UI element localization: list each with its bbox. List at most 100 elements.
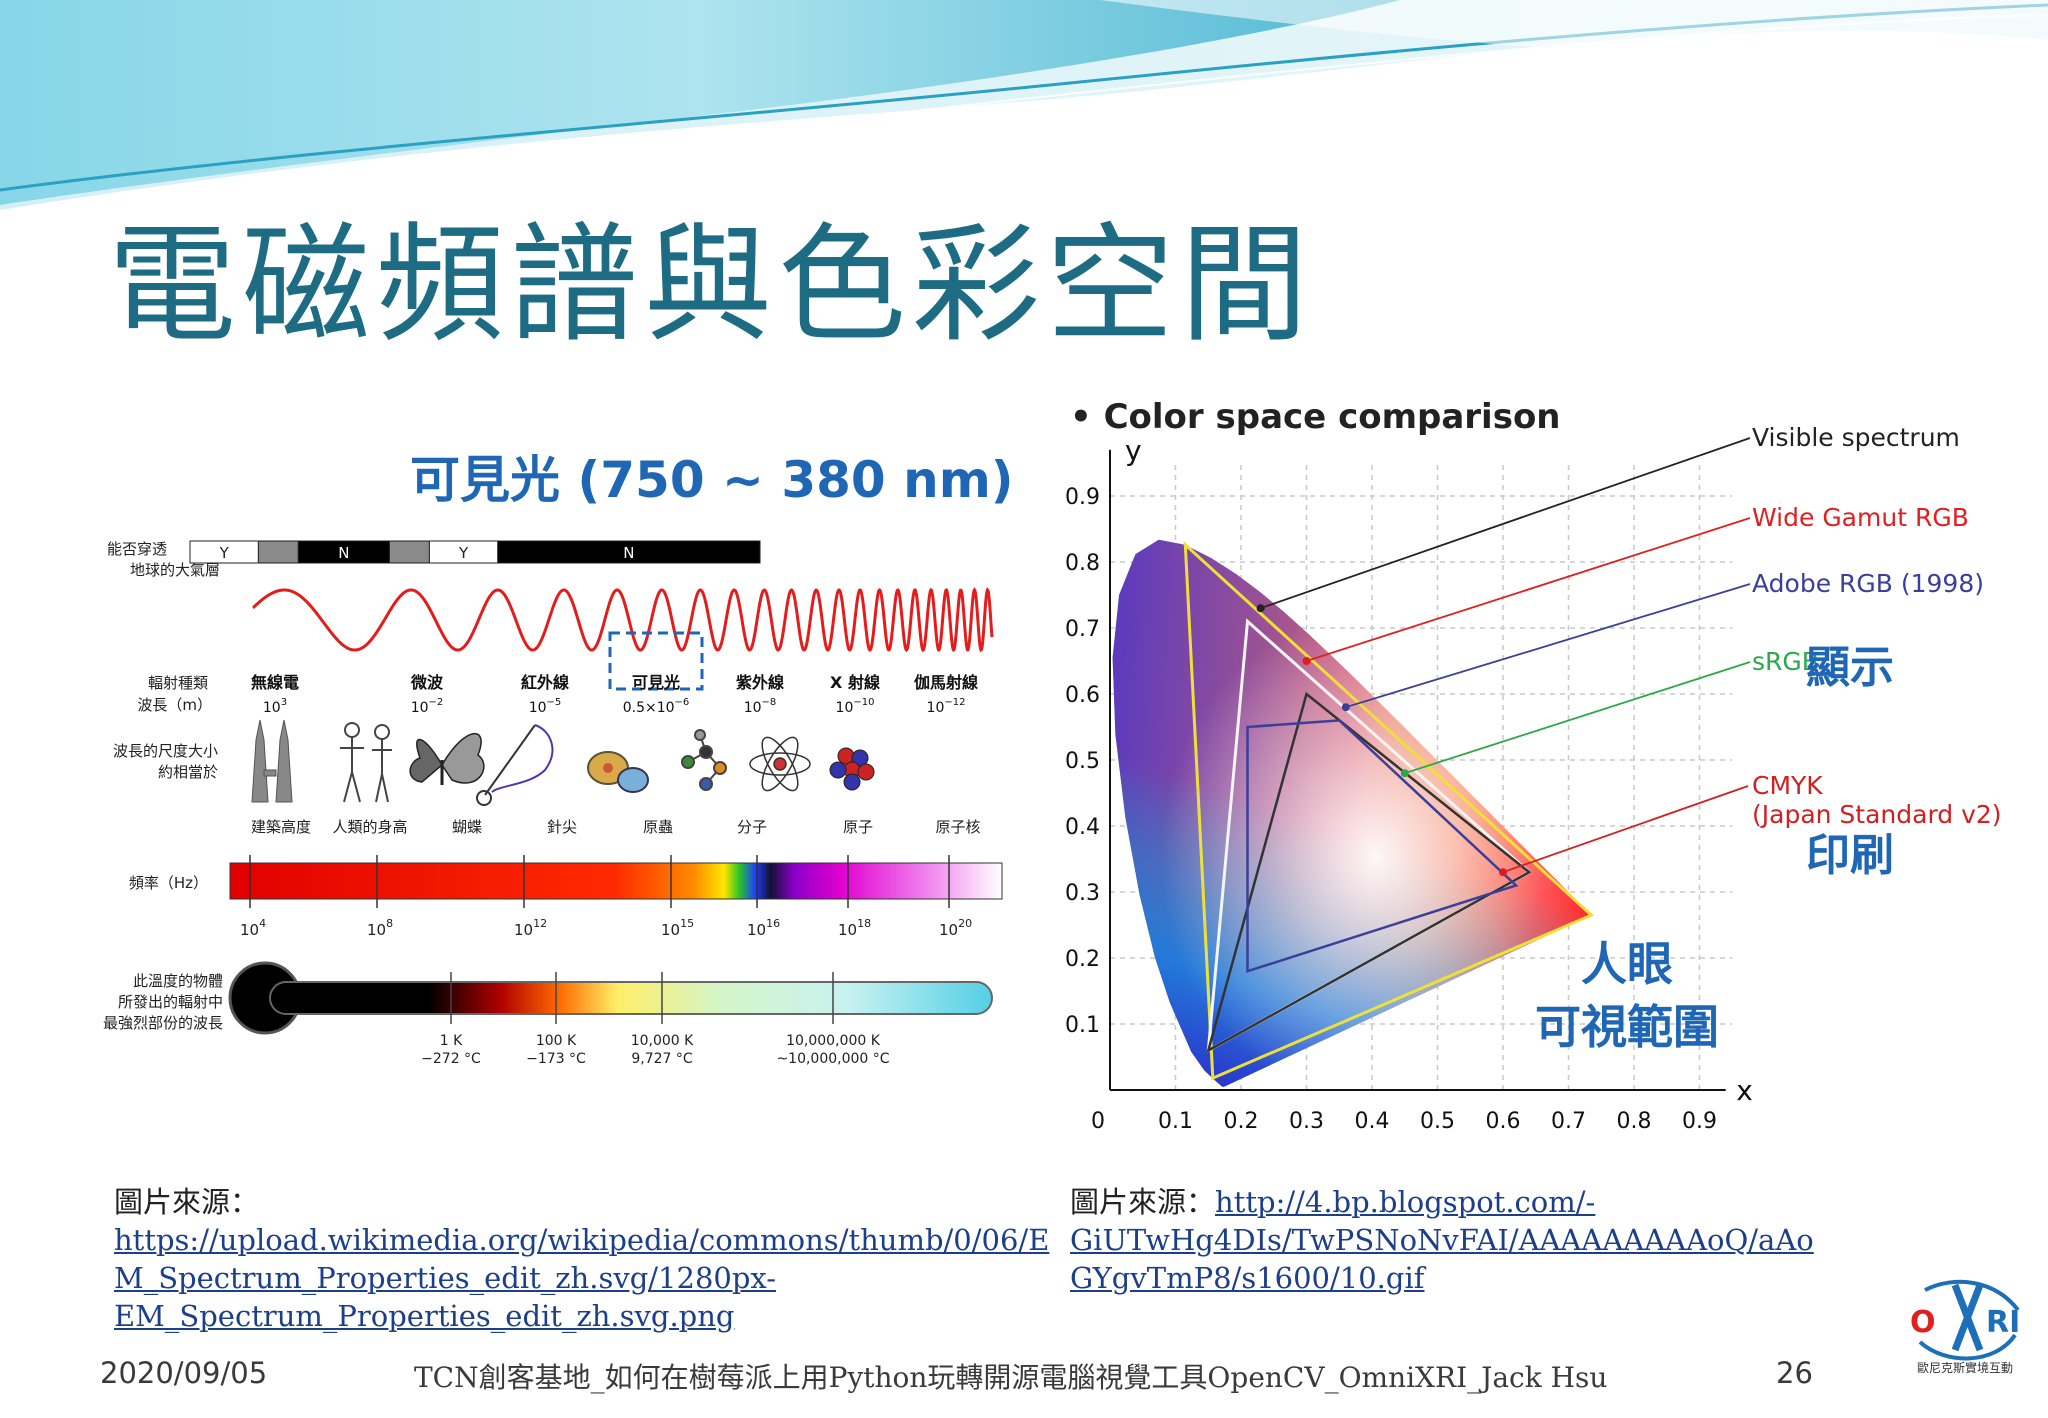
radiation-type-name: 微波	[410, 673, 444, 692]
x-tick-label: 0.3	[1289, 1109, 1324, 1134]
building-icon	[251, 719, 293, 803]
logo-main-text: O	[1910, 1305, 1936, 1340]
y-tick-label: 0.3	[1065, 881, 1100, 906]
human-figures-icon	[340, 722, 392, 803]
temp-label-line1: 此溫度的物體	[133, 972, 223, 990]
left-image-source: 圖片來源： https://upload.wikimedia.org/wikip…	[114, 1183, 1049, 1335]
radiation-wavelength: 0.5×10−6	[623, 697, 690, 716]
legend-callout-dot	[1400, 769, 1409, 778]
header-wave-decoration	[0, 0, 2048, 216]
legend-entry: Adobe RGB (1998)	[1752, 569, 1984, 598]
chart-axes: y x 0.9 0.8 0.7 0.6 0.5 0.4 0.3 0.2 0.1 0 0.1 0.2 0.3 0…	[1065, 434, 1753, 1134]
protozoa-icon	[587, 751, 649, 793]
x-tick-label: 0.6	[1486, 1109, 1521, 1134]
penetrate-label-line1: 能否穿透	[107, 540, 167, 558]
radiation-type-name: 紅外線	[521, 673, 569, 692]
type-label-line1: 輻射種類	[148, 674, 208, 692]
right-source-link[interactable]: http://4.bp.blogspot.com/- GiUTwHg4DIs/T…	[1070, 1185, 1814, 1295]
gamut-outlines	[1183, 541, 1595, 1081]
legend-callout-line	[1260, 437, 1751, 610]
omnixri-logo: O RI 歐尼克斯實境互動	[1910, 1279, 2020, 1375]
annotation-eye-line2: 可視範圍	[1535, 1000, 1719, 1054]
legend-entry: sRGB	[1752, 647, 1819, 676]
frequency-gradient-bar	[229, 862, 1003, 900]
left-source-link[interactable]: https://upload.wikimedia.org/wikipedia/c…	[114, 1223, 1049, 1333]
temperature-celsius: 9,727 °C	[631, 1051, 693, 1067]
penetration-segment-label: N	[338, 544, 349, 562]
scale-item-label: 建築高度	[251, 818, 311, 836]
logo-sub-text: 歐尼克斯實境互動	[1917, 1360, 2013, 1375]
scale-item-label: 原蟲	[643, 818, 673, 836]
annotation-eye-line1: 人眼	[1581, 937, 1673, 991]
srgb-triangle	[1206, 691, 1532, 1053]
slide-title: 電磁頻譜與色彩空間	[108, 211, 1315, 360]
chart-legend: Visible spectrum Wide Gamut RGB Adobe RGB …	[1256, 423, 2002, 877]
temperature-kelvin: 10,000 K	[631, 1033, 694, 1049]
penetration-segment	[389, 540, 430, 564]
thermometer-tube	[269, 981, 993, 1015]
footer-text: TCN創客基地_如何在樹莓派上用Python玩轉開源電腦視覺工具OpenCV_O…	[414, 1361, 1608, 1394]
scale-items-row: 建築高度 人類的身高 蝴蝶 針尖 原蟲 分子 原子 原子核	[251, 818, 981, 836]
right-source-url-line3: GYgvTmP8/s1600/10.gif	[1070, 1261, 1425, 1295]
molecule-icon	[681, 729, 727, 791]
radiation-type-name: 紫外線	[736, 673, 784, 692]
frequency-tick-label: 1018	[838, 917, 871, 939]
y-tick-label: 0.2	[1065, 947, 1100, 972]
legend-callout-dot	[1256, 604, 1265, 613]
legend-entry: CMYK	[1752, 771, 1823, 800]
scale-label-line2: 約相當於	[158, 763, 218, 781]
freq-label: 頻率（Hz）	[129, 874, 208, 892]
x-axis-label: x	[1736, 1074, 1753, 1107]
scale-label-line1: 波長的尺度大小	[113, 742, 218, 760]
temperature-kelvin: 1 K	[440, 1033, 463, 1049]
x-tick-label: 0.9	[1682, 1109, 1717, 1134]
legend-callout-line	[1502, 785, 1749, 874]
right-image-source: 圖片來源：http://4.bp.blogspot.com/- GiUTwHg4…	[1070, 1183, 1970, 1297]
y-tick-label: 0.1	[1065, 1013, 1100, 1038]
temperature-kelvin: 100 K	[536, 1033, 577, 1049]
legend-callout-dot	[1499, 868, 1507, 877]
penetration-segment	[257, 540, 299, 564]
frequency-ticks: 104 108 1012 1015 1016 1018 1020	[240, 855, 972, 939]
frequency-tick-label: 1020	[939, 917, 972, 939]
legend-callout-line	[1404, 661, 1751, 775]
legend-entry: (Japan Standard v2)	[1752, 800, 2002, 829]
penetration-segment-label: Y	[458, 544, 469, 562]
radiation-wavelength: 10−8	[744, 697, 777, 716]
left-source-url-line2: M_Spectrum_Properties_edit_zh.svg/1280px…	[114, 1261, 777, 1295]
nucleus-icon	[829, 747, 875, 791]
penetration-segment-label: N	[623, 544, 634, 562]
x-tick-label: 0.1	[1158, 1109, 1193, 1134]
scale-item-label: 分子	[737, 818, 767, 836]
radiation-types-row: 無線電 103 微波 10−2 紅外線 10−5 可見光 0.5×10−6 紫外線 10−8 X 射…	[251, 673, 978, 716]
x-tick-label: 0.4	[1355, 1109, 1390, 1134]
legend-entry: Visible spectrum	[1752, 423, 1960, 452]
scale-item-label: 蝴蝶	[452, 818, 482, 836]
visible-light-label: 可見光 (750 ~ 380 nm)	[410, 451, 1014, 509]
needle-tip-icon	[476, 724, 554, 806]
radiation-type-name: 無線電	[251, 673, 299, 692]
cie-visible-gamut	[1112, 539, 1592, 1087]
x-tick-label: 0.2	[1224, 1109, 1259, 1134]
y-tick-label: 0.7	[1065, 617, 1100, 642]
x-tick-label: 0.8	[1617, 1109, 1652, 1134]
x-tick-label: 0.5	[1420, 1109, 1455, 1134]
type-label-line2: 波長（m）	[137, 696, 212, 714]
left-source-label: 圖片來源：	[114, 1185, 260, 1219]
right-source-label: 圖片來源：	[1070, 1185, 1216, 1219]
frequency-tick-label: 1015	[661, 917, 694, 939]
temperature-celsius: ~10,000,000 °C	[776, 1051, 889, 1067]
svg-text:RI: RI	[1986, 1305, 2020, 1340]
temperature-celsius: −272 °C	[421, 1051, 481, 1067]
page-number: 26	[1776, 1356, 1813, 1390]
scale-item-label: 人類的身高	[332, 818, 407, 836]
temp-label-line2: 所發出的輻射中	[118, 993, 223, 1011]
wide-gamut-rgb-triangle	[1183, 541, 1595, 1081]
cie-gamut-white	[1112, 539, 1592, 1087]
visible-light-highlight-box	[608, 631, 704, 691]
legend-entry: Wide Gamut RGB	[1752, 503, 1969, 532]
penetration-segment-label: Y	[219, 544, 230, 562]
legend-callout-dot	[1341, 703, 1350, 712]
temperature-kelvin: 10,000,000 K	[786, 1033, 881, 1049]
radiation-type-name: X 射線	[830, 673, 880, 692]
